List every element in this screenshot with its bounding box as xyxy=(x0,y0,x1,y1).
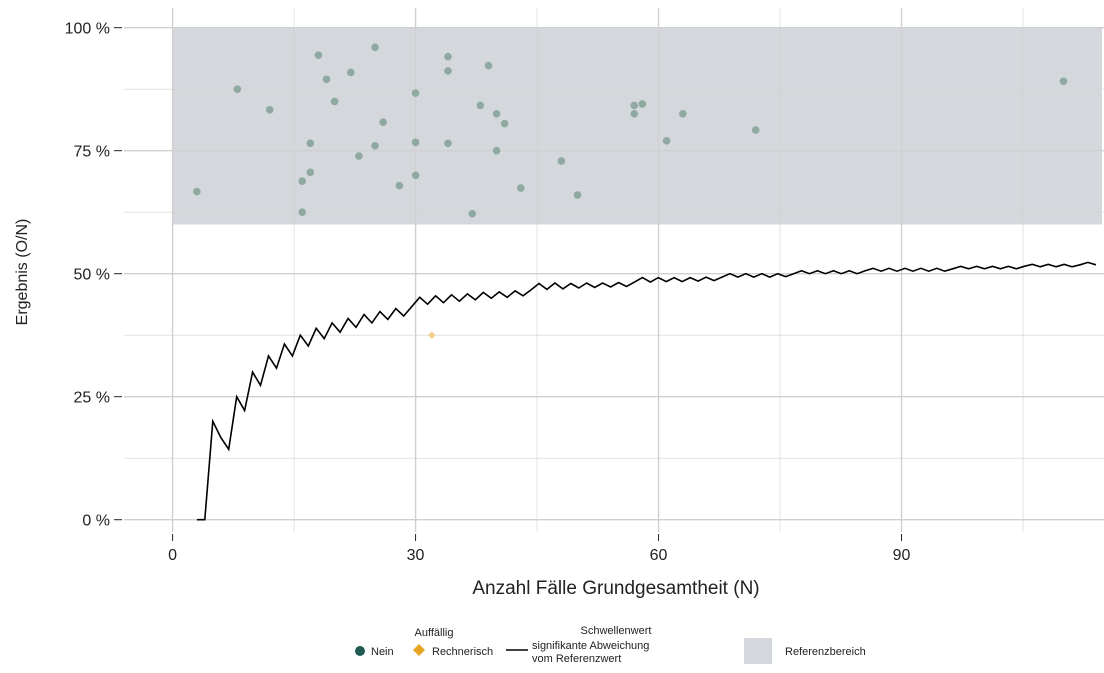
x-axis-label: Anzahl Fälle Grundgesamtheit (N) xyxy=(472,578,759,599)
legend-reference-label: Referenzbereich xyxy=(785,646,866,658)
point-rechnerisch xyxy=(427,331,436,339)
x-tick-label: 30 xyxy=(407,547,425,564)
point-nein xyxy=(638,100,647,108)
threshold-line xyxy=(196,261,1097,521)
point-nein xyxy=(306,168,315,177)
legend-threshold-title: Schwellenwert xyxy=(581,625,652,637)
legend-nein-label: Nein xyxy=(371,646,394,658)
y-tick-label: 50 % xyxy=(74,267,110,284)
legend-reference-swatch xyxy=(744,638,772,664)
legend-threshold-line2: vom Referenzwert xyxy=(532,653,621,665)
point-nein xyxy=(444,52,452,61)
y-tick-label: 25 % xyxy=(74,390,110,407)
point-nein xyxy=(492,146,501,155)
point-nein xyxy=(314,51,323,60)
x-tick-label: 60 xyxy=(650,547,668,564)
point-nein xyxy=(265,106,274,114)
legend-nein-marker xyxy=(355,646,365,656)
legend: Auffällig Nein Rechnerisch Schwellenwert… xyxy=(355,625,866,665)
point-nein xyxy=(395,181,404,190)
point-nein xyxy=(371,43,379,52)
legend-rechnerisch-marker xyxy=(413,644,425,656)
point-nein xyxy=(484,61,493,70)
y-tick-label: 75 % xyxy=(74,144,110,161)
point-nein xyxy=(298,177,306,185)
y-axis-label: Ergebnis (O/N) xyxy=(14,219,31,326)
point-nein xyxy=(630,109,639,118)
point-nein xyxy=(411,138,420,147)
plot-area xyxy=(124,8,1104,532)
point-nein xyxy=(233,85,242,93)
point-nein xyxy=(411,89,420,97)
legend-rechnerisch-label: Rechnerisch xyxy=(432,646,493,658)
point-nein xyxy=(679,109,687,118)
point-nein xyxy=(379,118,387,126)
point-nein xyxy=(573,191,582,199)
axes: 0 % 25 % 50 % 75 % 100 % 0 30 60 90 xyxy=(65,21,911,564)
x-tick-label: 0 xyxy=(168,547,177,564)
x-tick-label: 90 xyxy=(893,547,911,564)
legend-group-title: Auffällig xyxy=(415,627,454,639)
point-nein xyxy=(355,152,363,160)
point-nein xyxy=(444,139,452,148)
point-nein xyxy=(517,184,525,192)
point-nein xyxy=(500,119,509,128)
point-nein xyxy=(476,101,485,110)
point-nein xyxy=(371,141,379,150)
point-nein xyxy=(322,75,331,84)
reference-range-band xyxy=(172,27,1103,225)
point-nein xyxy=(193,187,201,196)
point-nein xyxy=(306,139,315,148)
point-nein xyxy=(1059,77,1068,86)
point-nein xyxy=(630,101,639,110)
point-nein xyxy=(662,137,671,145)
y-tick-label: 0 % xyxy=(82,513,110,530)
point-nein xyxy=(468,209,477,218)
point-nein xyxy=(298,208,306,216)
point-nein xyxy=(346,68,355,77)
point-nein xyxy=(444,67,452,75)
point-nein xyxy=(330,97,339,106)
point-nein xyxy=(411,171,420,180)
point-nein xyxy=(557,157,566,165)
point-nein xyxy=(751,126,760,134)
y-tick-label: 100 % xyxy=(65,21,110,38)
point-nein xyxy=(492,109,501,118)
legend-threshold-line1: signifikante Abweichung xyxy=(532,640,649,652)
